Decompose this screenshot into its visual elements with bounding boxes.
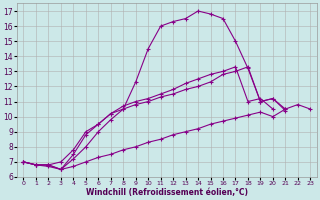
X-axis label: Windchill (Refroidissement éolien,°C): Windchill (Refroidissement éolien,°C) <box>86 188 248 197</box>
